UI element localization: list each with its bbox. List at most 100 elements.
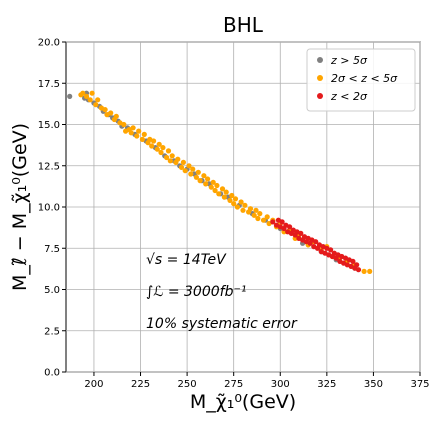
data-point-series-1: [260, 217, 267, 223]
data-point-series-1: [367, 268, 373, 274]
x-tick-label: 325: [317, 379, 336, 390]
data-point-series-1: [149, 143, 155, 149]
data-point-series-1: [130, 125, 136, 131]
data-point-series-1: [232, 196, 239, 202]
data-point-series-1: [238, 199, 244, 205]
data-point-series-1: [167, 158, 173, 164]
x-tick-label: 225: [131, 379, 150, 390]
x-tick-label: 250: [178, 379, 197, 390]
y-axis-label: M_ℓ̃ − M_χ̃₁⁰(GeV): [9, 123, 31, 291]
data-point-series-2: [350, 258, 356, 264]
data-point-series-1: [139, 136, 145, 142]
data-point-series-1: [164, 154, 170, 161]
y-tick-label: 5.0: [44, 285, 60, 296]
data-point-series-1: [178, 164, 185, 170]
data-point-series-1: [136, 128, 142, 134]
data-point-series-2: [270, 219, 276, 225]
legend-label-2: z < 2σ: [330, 90, 368, 103]
data-point-series-1: [221, 194, 227, 200]
data-point-series-0: [67, 93, 73, 99]
chart-title: BHL: [223, 13, 264, 37]
y-tick-label: 15.0: [38, 120, 60, 131]
data-point-series-1: [247, 206, 254, 212]
legend-box: [306, 48, 416, 112]
x-tick-label: 375: [410, 379, 429, 390]
data-point-series-1: [208, 184, 214, 190]
data-point-series-1: [80, 90, 86, 96]
data-point-series-1: [216, 191, 222, 197]
data-point-series-1: [214, 182, 220, 189]
data-point-series-1: [108, 110, 114, 116]
data-point-series-1: [128, 130, 134, 136]
data-point-series-1: [165, 148, 172, 154]
data-point-series-1: [102, 107, 108, 113]
y-tick-label: 10.0: [38, 203, 60, 214]
y-tick-label: 17.5: [38, 79, 60, 90]
data-point-series-1: [87, 97, 93, 103]
legend-marker-0: [317, 57, 323, 63]
data-point-series-1: [180, 159, 186, 165]
data-point-series-2: [287, 224, 293, 230]
data-point-series-2: [279, 219, 285, 225]
legend-marker-1: [317, 75, 323, 81]
x-tick-label: 200: [84, 379, 103, 390]
data-point-series-1: [227, 197, 233, 203]
data-point-series-1: [193, 174, 199, 180]
data-point-series-1: [160, 145, 166, 151]
data-point-series-1: [231, 201, 237, 207]
x-axis-label: M_χ̃₁⁰(GeV): [190, 391, 296, 413]
legend-label-0: z > 5σ: [330, 54, 368, 67]
data-point-series-1: [229, 192, 235, 199]
x-tick-label: 300: [271, 379, 290, 390]
data-point-series-1: [240, 207, 246, 213]
data-point-series-1: [175, 156, 181, 162]
data-point-series-1: [257, 211, 263, 217]
data-point-series-1: [182, 168, 188, 174]
data-point-series-2: [354, 262, 360, 268]
data-point-series-1: [83, 93, 90, 99]
data-point-series-1: [255, 215, 261, 222]
data-point-series-1: [195, 169, 201, 175]
data-point-series-1: [190, 166, 196, 172]
data-point-series-1: [89, 90, 95, 96]
y-tick-label: 7.5: [44, 244, 60, 255]
data-point-series-1: [151, 138, 157, 144]
scatter-points: [67, 90, 373, 274]
data-point-series-1: [251, 212, 257, 218]
data-point-series-1: [361, 268, 367, 274]
data-point-series-1: [223, 189, 229, 195]
y-axis-ticks: 0.0 2.5 5.0 7.5 10.0 12.5 15.0 17.5 20.0: [38, 38, 66, 379]
data-point-series-1: [188, 171, 194, 177]
data-point-series-2: [355, 267, 362, 273]
data-point-series-1: [93, 102, 99, 108]
data-point-series-1: [156, 141, 162, 147]
data-point-series-1: [186, 163, 192, 169]
legend-marker-2: [317, 93, 323, 99]
data-point-series-1: [201, 173, 207, 179]
data-point-series-1: [242, 202, 248, 208]
data-point-series-2: [328, 247, 334, 253]
data-point-series-1: [169, 153, 175, 159]
y-tick-label: 20.0: [38, 38, 60, 49]
data-point-series-2: [313, 239, 319, 245]
data-point-series-1: [264, 214, 270, 220]
data-point-series-1: [210, 179, 216, 185]
data-point-series-1: [121, 121, 127, 128]
data-point-series-1: [253, 207, 259, 213]
x-tick-label: 350: [364, 379, 383, 390]
data-point-series-1: [158, 149, 164, 156]
data-point-series-1: [219, 186, 226, 192]
annotation-energy: √s = 14TeV: [146, 252, 227, 268]
data-point-series-1: [134, 133, 140, 139]
data-point-series-1: [141, 131, 147, 137]
data-point-series-1: [205, 176, 211, 182]
data-point-series-1: [212, 187, 218, 194]
y-tick-label: 0.0: [44, 368, 60, 379]
x-axis-ticks: 200 225 250 275 300 325 350 375: [84, 372, 430, 390]
legend: z > 5σ 2σ < z < 5σ z < 2σ: [306, 48, 416, 112]
y-tick-label: 12.5: [38, 161, 60, 172]
data-point-series-2: [298, 230, 304, 236]
data-point-series-1: [234, 204, 240, 210]
